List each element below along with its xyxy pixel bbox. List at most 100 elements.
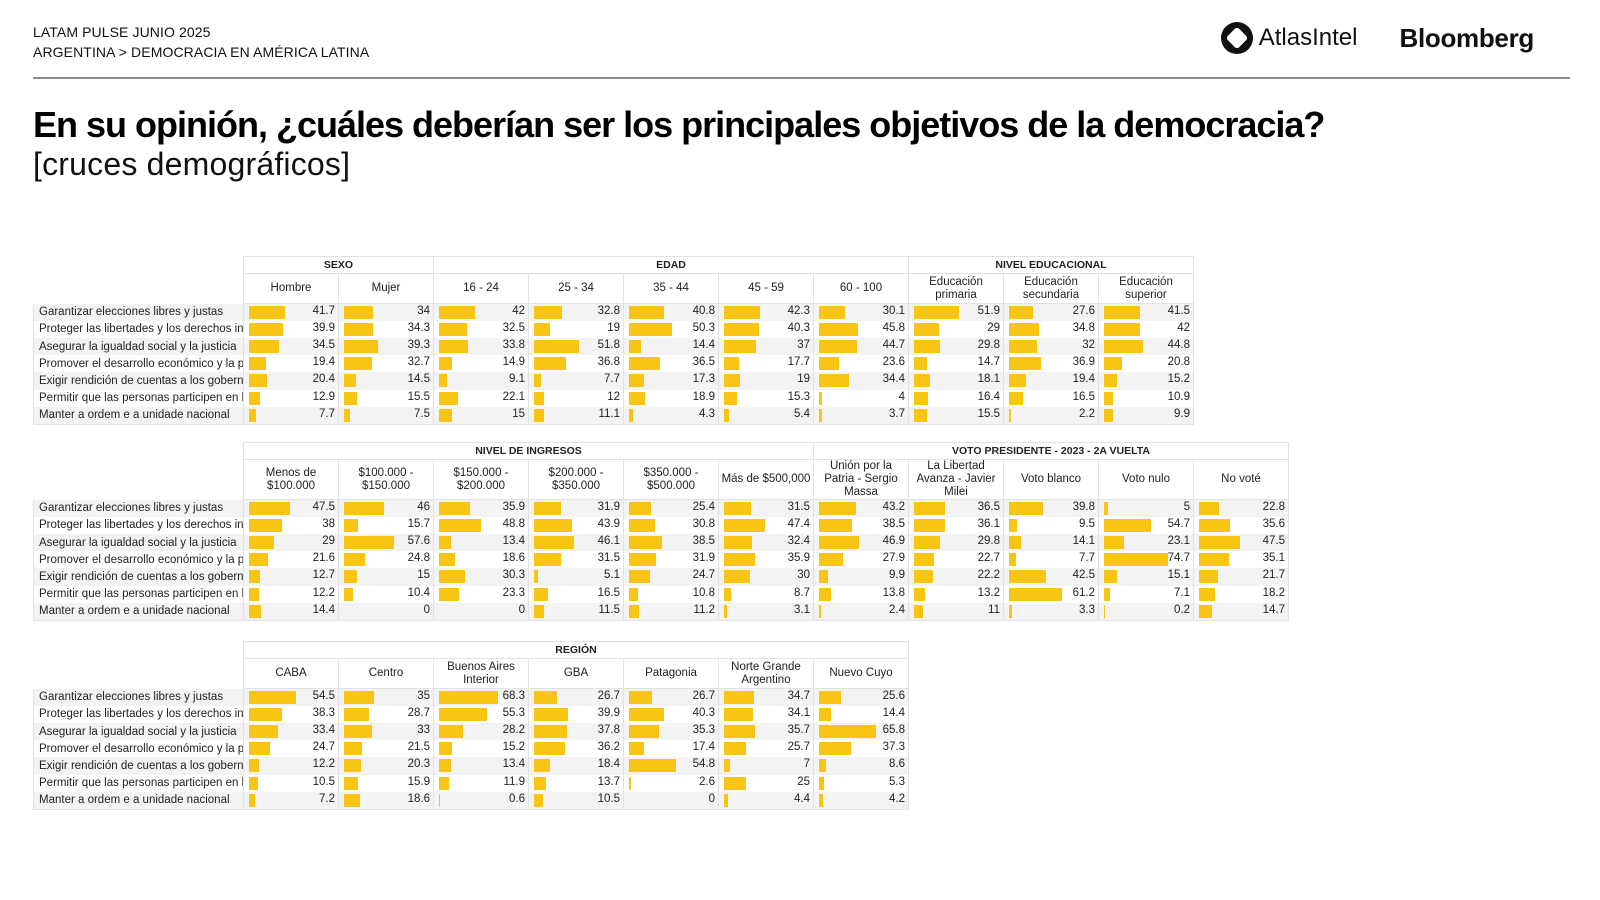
data-cell: 7.1 [1098, 585, 1194, 603]
row-label: Proteger las libertades y los derechos i… [33, 516, 244, 535]
data-cell: 22.8 [1193, 499, 1289, 517]
value-bar [629, 553, 657, 567]
value-label: 15.1 [1167, 569, 1190, 582]
value-label: 27.6 [1072, 305, 1095, 318]
value-bar [1104, 322, 1141, 336]
value-bar [344, 322, 374, 336]
data-cell: 2.6 [623, 774, 719, 792]
data-cell: 12.2 [243, 757, 339, 775]
value-label: 11.2 [693, 603, 715, 616]
value-bar [439, 570, 466, 584]
value-label: 48.8 [502, 517, 525, 530]
value-bar [819, 587, 831, 601]
value-label: 31.9 [692, 552, 715, 565]
column-header: Unión por la Patria - Sergio Massa [813, 459, 909, 501]
data-cell: 37.8 [528, 723, 624, 741]
value-bar [724, 536, 752, 550]
value-label: 22.1 [502, 390, 525, 403]
data-cell: 48.8 [433, 516, 529, 535]
data-cell: 11.5 [528, 602, 624, 621]
table-row: Proteger las libertades y los derechos i… [33, 705, 909, 724]
value-bar [629, 776, 632, 790]
data-cell: 4.2 [813, 791, 909, 810]
value-bar [819, 776, 824, 790]
data-cell: 10.4 [338, 585, 434, 603]
value-label: 26.7 [597, 690, 620, 703]
value-label: 0.2 [1174, 603, 1190, 616]
value-bar [819, 374, 849, 388]
value-label: 12.2 [312, 758, 335, 771]
data-cell: 41.7 [243, 303, 339, 321]
data-cell: 14.7 [1193, 602, 1289, 621]
value-label: 35.3 [692, 724, 715, 737]
value-bar [439, 536, 451, 550]
row-label: Exigir rendición de cuentas a los gobern… [33, 568, 244, 586]
value-bar [724, 518, 765, 532]
value-label: 14.1 [1072, 535, 1095, 548]
row-label: Garantizar elecciones libres y justas [33, 303, 244, 321]
data-cell: 20.3 [338, 757, 434, 775]
value-label: 55.3 [502, 706, 525, 719]
data-cell: 32.4 [718, 534, 814, 552]
value-label: 16.5 [1072, 390, 1095, 403]
data-cell: 0.6 [433, 791, 529, 810]
data-cell: 4.3 [623, 406, 719, 425]
value-label: 35.9 [502, 501, 525, 514]
value-label: 26.7 [692, 690, 715, 703]
column-header: CABA [243, 658, 339, 690]
data-cell: 47.4 [718, 516, 814, 535]
column-header: Centro [338, 658, 434, 690]
value-bar [439, 691, 498, 705]
value-bar [1104, 518, 1152, 532]
value-label: 12.7 [312, 569, 335, 582]
value-bar [1009, 502, 1044, 516]
table-row: Exigir rendición de cuentas a los gobern… [33, 757, 909, 775]
value-bar [439, 553, 455, 567]
value-bar [249, 707, 282, 721]
data-cell: 43.9 [528, 516, 624, 535]
value-label: 42.3 [787, 305, 810, 318]
value-label: 7.2 [319, 792, 335, 805]
data-cell: 54.5 [243, 688, 339, 706]
value-bar [534, 776, 546, 790]
value-bar [344, 306, 374, 320]
table-row: Manter a ordem e a unidade nacional 14.4 0… [33, 602, 1289, 621]
value-label: 42 [1177, 321, 1190, 334]
data-cell: 7.7 [1003, 551, 1099, 569]
data-cell: 15.3 [718, 389, 814, 407]
value-label: 18.1 [977, 373, 1000, 386]
value-label: 10.4 [407, 586, 430, 599]
value-label: 51.8 [597, 339, 620, 352]
data-cell: 30 [718, 568, 814, 586]
value-label: 19 [607, 321, 620, 334]
value-bar [249, 391, 261, 405]
value-bar [1104, 408, 1113, 422]
value-label: 42.5 [1072, 569, 1095, 582]
row-label: Garantizar elecciones libres y justas [33, 688, 244, 706]
value-bar [819, 536, 860, 550]
report-name: LATAM PULSE JUNIO 2025 [33, 24, 211, 40]
data-cell: 15.9 [338, 774, 434, 792]
value-label: 54.7 [1167, 517, 1190, 530]
value-bar [1104, 306, 1140, 320]
data-cell: 46.1 [528, 534, 624, 552]
value-bar [439, 793, 440, 807]
value-bar [249, 776, 259, 790]
value-bar [914, 604, 924, 618]
value-label: 5.4 [794, 407, 810, 420]
value-bar [249, 742, 271, 756]
value-label: 8.7 [794, 586, 810, 599]
value-label: 31.9 [597, 501, 620, 514]
value-label: 39.9 [312, 321, 335, 334]
data-cell: 19.4 [243, 355, 339, 373]
data-cell: 22.1 [433, 389, 529, 407]
value-label: 43.9 [597, 517, 620, 530]
data-cell: 33 [338, 723, 434, 741]
value-bar [629, 340, 642, 354]
value-bar [249, 408, 256, 422]
data-cell: 42 [433, 303, 529, 321]
row-label: Exigir rendición de cuentas a los gobern… [33, 372, 244, 390]
value-label: 32.5 [502, 321, 525, 334]
data-cell: 0 [623, 791, 719, 810]
value-label: 24.7 [692, 569, 715, 582]
